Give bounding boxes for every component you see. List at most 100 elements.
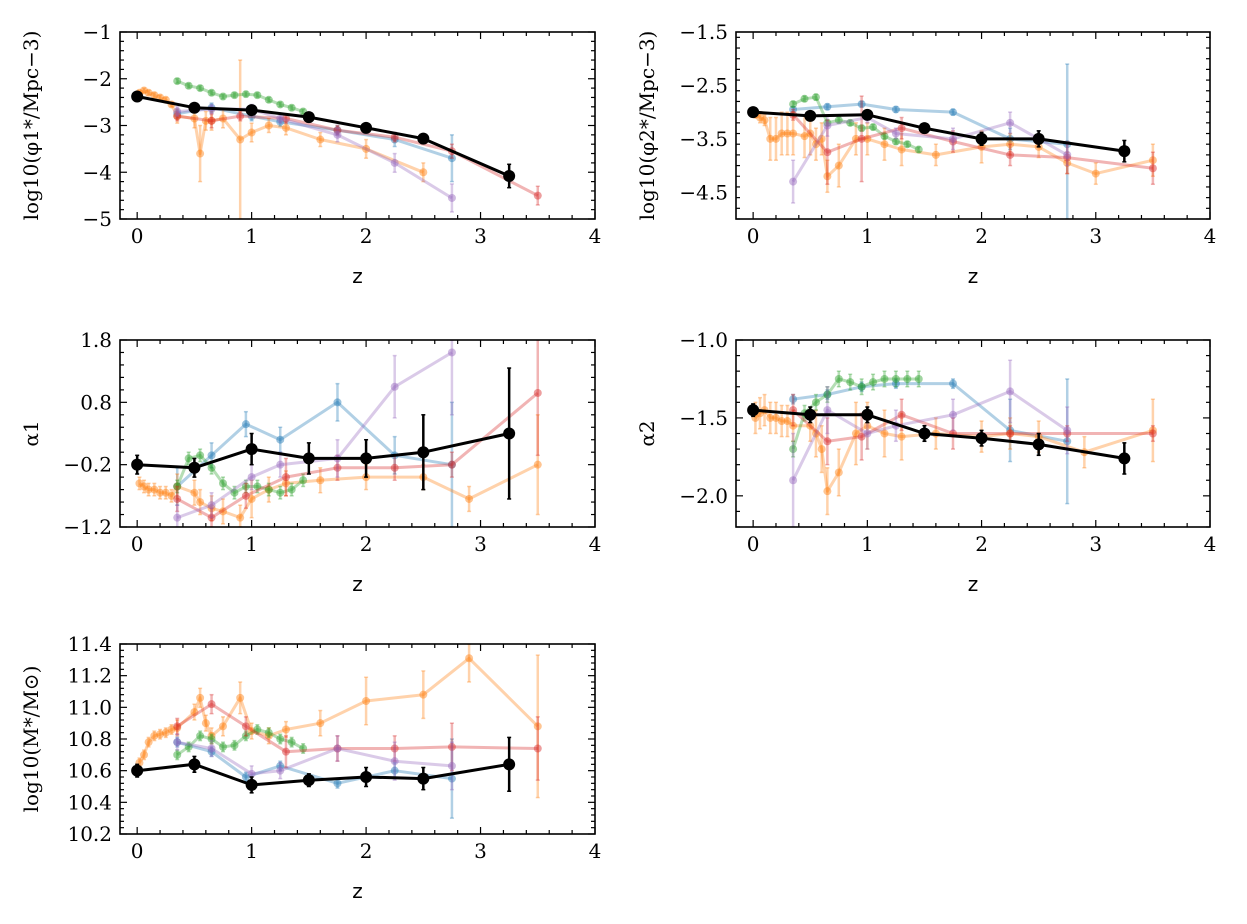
data-point — [897, 124, 906, 133]
data-point — [811, 429, 820, 438]
data-point — [533, 388, 542, 397]
data-point — [447, 154, 456, 163]
x-tick-label: 0 — [131, 532, 144, 556]
data-point — [823, 118, 832, 127]
data-point — [241, 491, 250, 500]
data-point — [281, 123, 290, 132]
x-axis-label-phi1: z — [352, 264, 363, 288]
series-purple — [173, 340, 456, 527]
data-point — [857, 124, 866, 133]
series-line — [791, 113, 1154, 170]
data-point — [241, 722, 250, 731]
data-point — [360, 121, 373, 134]
series-layer — [131, 59, 542, 219]
data-point — [302, 452, 315, 465]
data-point — [207, 116, 216, 125]
x-tick-label: 2 — [360, 532, 373, 556]
y-tick-label: 11.4 — [67, 632, 112, 656]
data-point — [201, 719, 210, 728]
series-line — [176, 79, 304, 113]
panel-phi1: 0 1 2 3 4 −5 −4 −3 −2 −1 z log10(φ1*/Mpc… — [19, 20, 601, 288]
data-point — [806, 421, 815, 430]
data-point — [800, 132, 809, 141]
data-point — [316, 719, 325, 728]
series-green — [173, 724, 308, 761]
data-point — [236, 112, 245, 121]
y-tick-labels-alpha1: −1.2 −0.2 0.8 1.8 — [63, 328, 112, 539]
data-point — [931, 150, 940, 159]
data-point — [1091, 169, 1100, 178]
data-point — [1006, 429, 1015, 438]
data-point — [447, 774, 456, 783]
data-point — [846, 378, 855, 387]
y-tick-label: −1.2 — [63, 515, 112, 539]
data-point — [861, 408, 874, 421]
data-point — [390, 757, 399, 766]
data-point — [834, 116, 843, 125]
data-point — [447, 460, 456, 469]
data-point — [207, 501, 216, 510]
data-point — [264, 95, 273, 104]
data-point — [800, 94, 809, 103]
data-point — [207, 735, 216, 743]
data-point — [316, 476, 325, 485]
data-point — [861, 108, 874, 121]
y-tick-label: −2.5 — [679, 73, 728, 97]
data-point — [173, 482, 182, 491]
data-point — [903, 140, 912, 149]
series-layer — [747, 359, 1157, 527]
panel-alpha1: 0 1 2 3 4 −1.2 −0.2 0.8 1.8 z α1 — [19, 328, 601, 596]
data-point — [173, 77, 182, 86]
data-point — [135, 479, 144, 488]
data-point — [914, 145, 923, 154]
data-point — [949, 108, 958, 117]
x-tick-label: 1 — [245, 224, 258, 248]
x-axis-label-phi2: z — [968, 264, 979, 288]
x-axis-label-alpha1: z — [352, 572, 363, 596]
data-point — [253, 725, 262, 734]
y-tick-labels-phi2: −4.5 −3.5 −2.5 −1.5 — [679, 20, 728, 204]
data-point — [131, 764, 144, 777]
y-tick-label: −4.5 — [679, 180, 728, 204]
data-point — [789, 395, 798, 404]
data-point — [465, 654, 474, 663]
data-point — [173, 482, 182, 491]
data-point — [219, 507, 228, 516]
data-point — [817, 134, 826, 143]
panel-alpha2: 0 1 2 3 4 −2.0 −1.5 −1.0 z α2 — [635, 328, 1216, 596]
data-point — [1148, 156, 1157, 165]
data-point — [333, 463, 342, 472]
data-point — [747, 106, 760, 119]
data-point — [1006, 426, 1015, 435]
data-point — [184, 454, 193, 463]
data-point — [161, 728, 170, 737]
data-point — [173, 494, 182, 503]
series-red — [789, 393, 1157, 466]
data-point — [1063, 158, 1072, 167]
data-point — [360, 452, 373, 465]
series-black — [131, 90, 516, 189]
data-point — [975, 132, 988, 145]
plot-area-phi2 — [747, 63, 1157, 219]
data-point — [811, 398, 820, 407]
data-point — [264, 485, 273, 494]
data-point — [771, 413, 780, 422]
data-point — [140, 750, 149, 759]
data-point — [196, 149, 205, 158]
data-point — [253, 482, 262, 491]
data-point — [766, 134, 775, 143]
axes-border — [735, 31, 1211, 220]
data-point — [207, 451, 216, 460]
series-black — [747, 106, 1131, 163]
data-point — [1063, 150, 1072, 159]
data-point — [789, 445, 798, 454]
data-point — [1006, 429, 1015, 438]
series-green — [789, 93, 923, 154]
data-point — [140, 482, 149, 491]
data-point — [188, 101, 201, 114]
data-point — [333, 126, 342, 135]
data-point — [1063, 437, 1072, 446]
series-layer — [747, 63, 1157, 219]
data-point — [276, 735, 285, 743]
data-point — [465, 494, 474, 503]
